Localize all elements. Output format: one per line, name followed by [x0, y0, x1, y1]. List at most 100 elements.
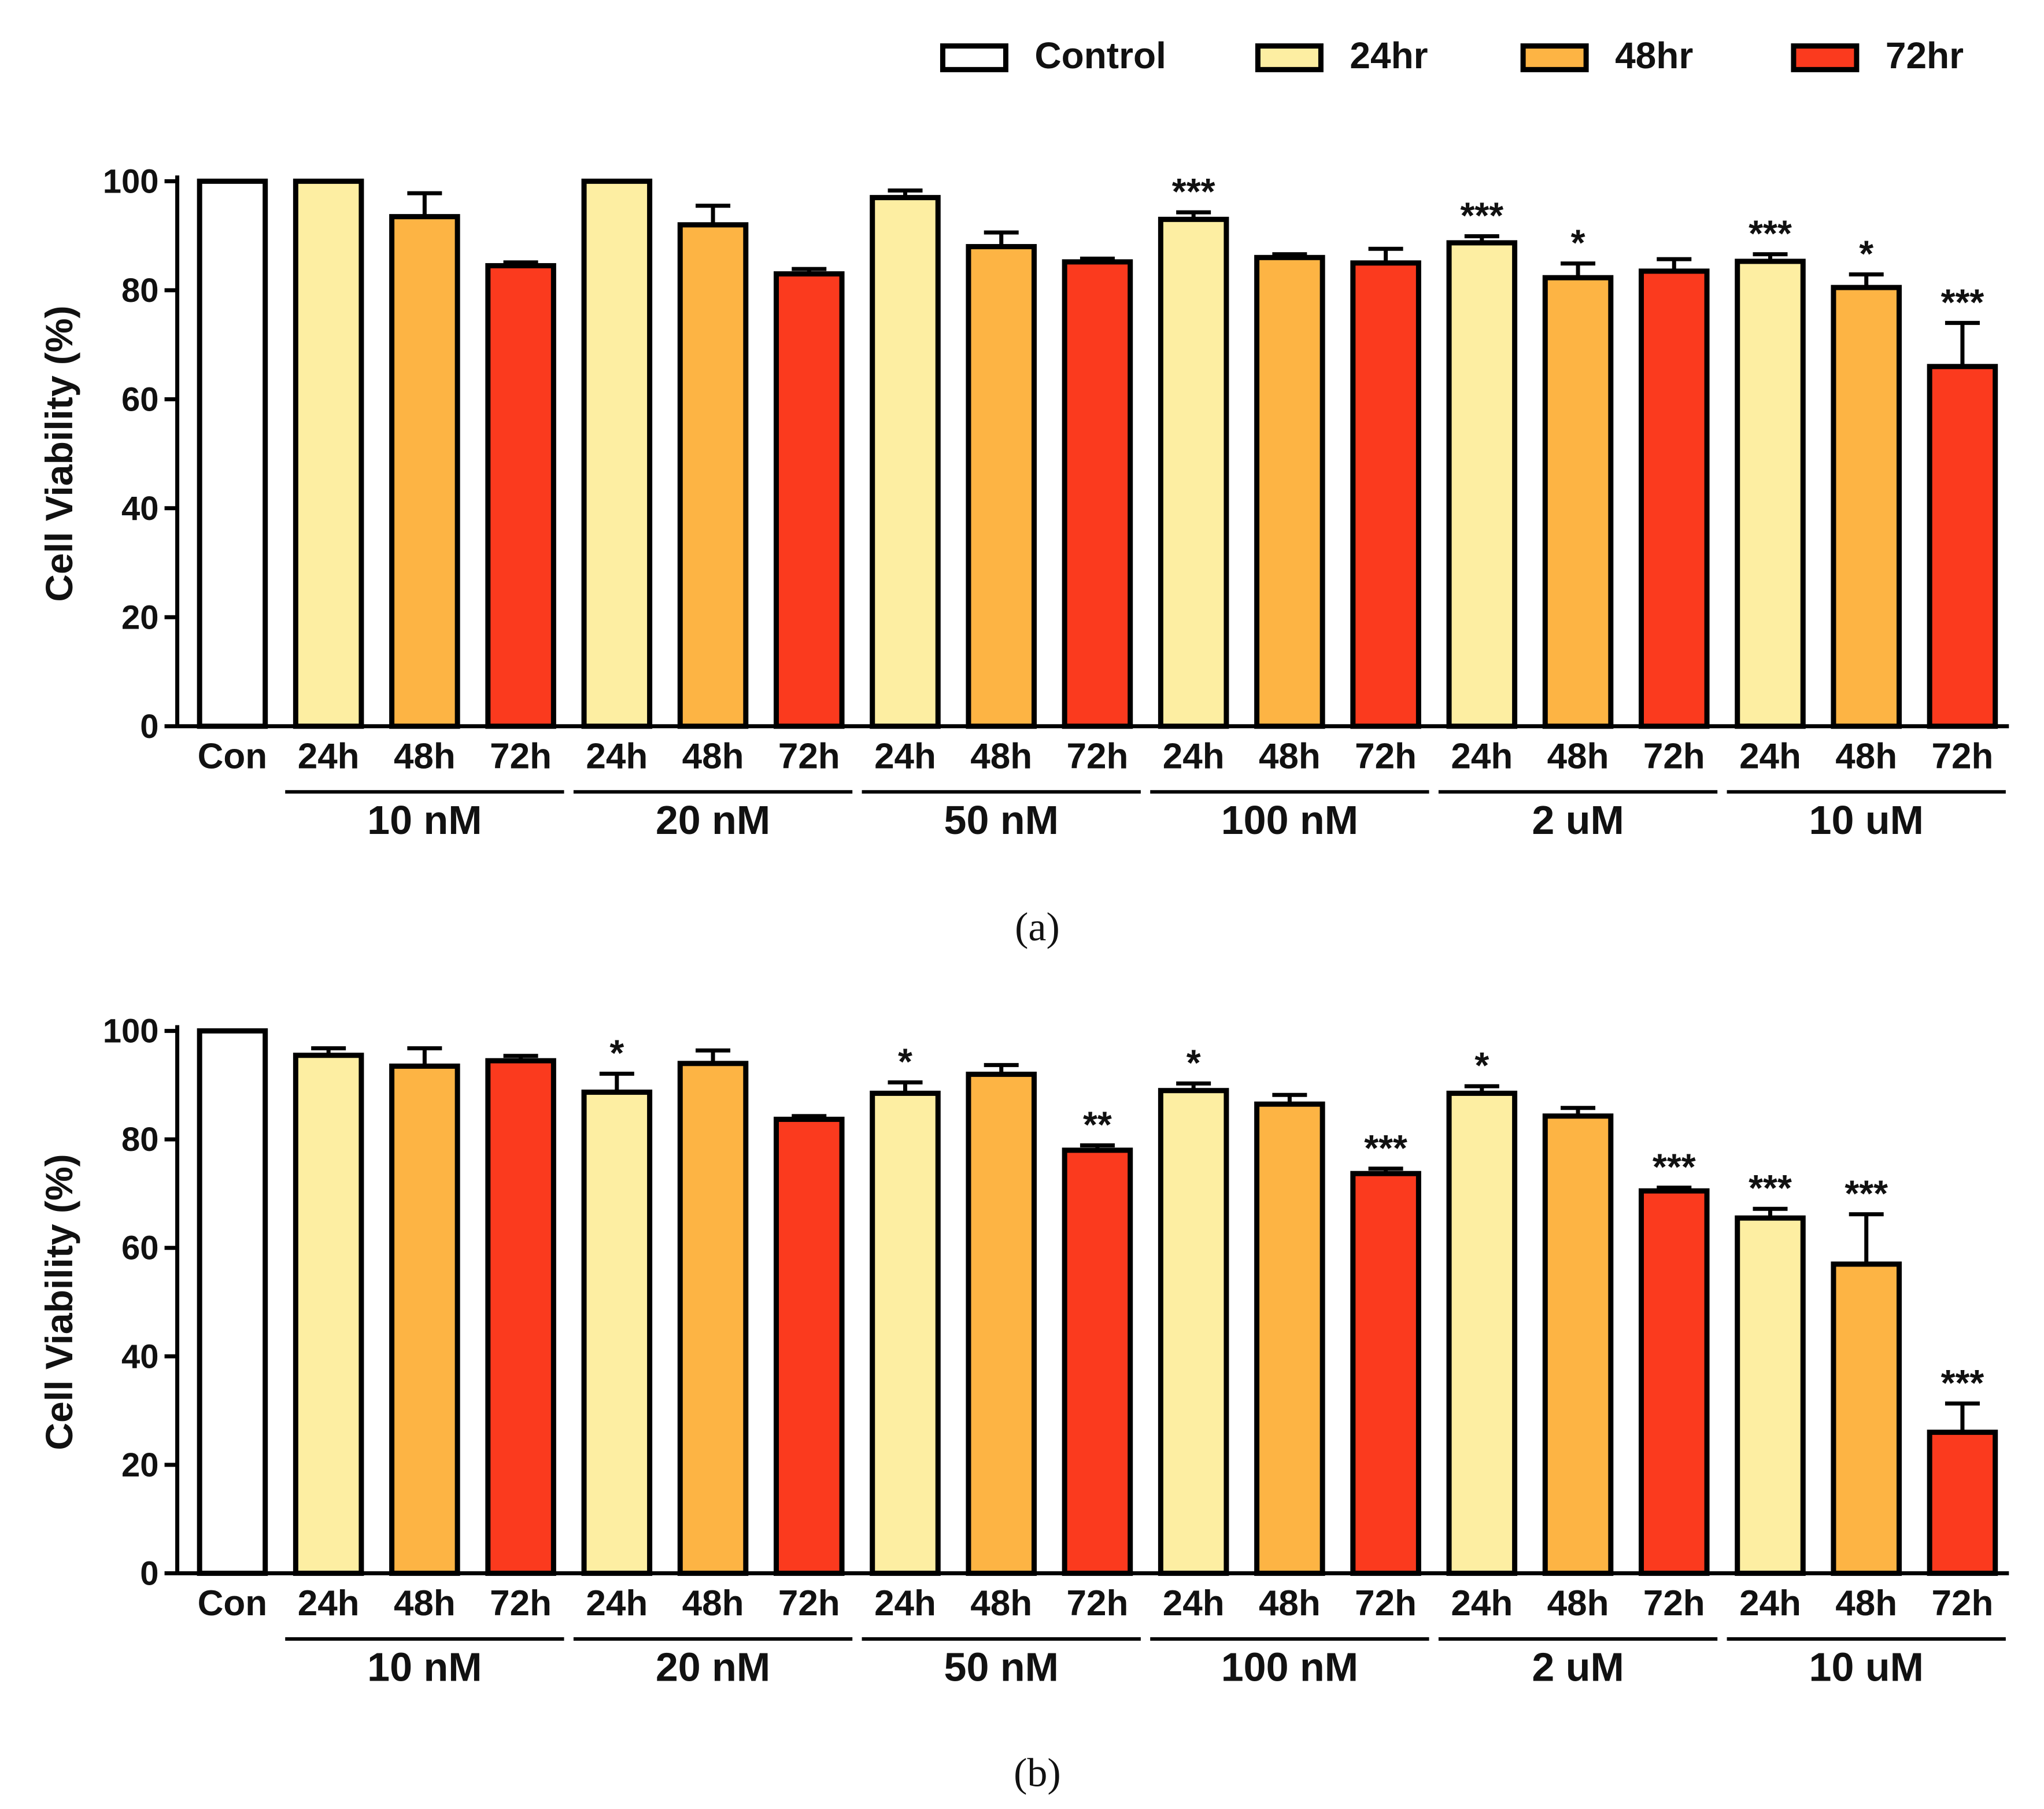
- y-tick-label-2: 40: [121, 490, 159, 527]
- y-tick-label-1: 20: [121, 1446, 159, 1484]
- group-label-2: 50 nM: [944, 1645, 1059, 1690]
- bar-18: [1927, 364, 1998, 729]
- y-tick-label-3: 60: [121, 1230, 159, 1267]
- x-tick-label-16: 24h: [1739, 1583, 1801, 1623]
- bar-2: [389, 1064, 460, 1576]
- group-label-1: 20 nM: [656, 1645, 770, 1690]
- x-tick-label-3: 72h: [490, 736, 552, 776]
- y-tick-label-0: 0: [140, 708, 158, 745]
- significance-13: *: [1474, 1044, 1489, 1086]
- bar-3: [485, 1058, 556, 1576]
- bar-10: [1158, 1088, 1229, 1576]
- bar-14: [1542, 275, 1614, 729]
- group-label-1: 20 nM: [656, 798, 770, 843]
- bar-1: [293, 1053, 364, 1576]
- chart-panel-a: 0 20 40 60 80 100 Cell Viability (%) Con 24h 48h 7…: [38, 163, 2009, 950]
- x-tick-label-14: 48h: [1547, 736, 1609, 776]
- x-tick-label-4: 24h: [586, 736, 648, 776]
- x-tick-label-5: 48h: [682, 736, 744, 776]
- significance-14: *: [1571, 222, 1585, 264]
- chart-panel-b: 0 20 40 60 80 100 Cell Viability (%) Con 24h 48h 7…: [38, 1013, 2009, 1795]
- bar-18: [1927, 1430, 1998, 1576]
- legend: Control 24hr 48hr 72hr: [940, 35, 1964, 76]
- x-tick-label-10: 24h: [1163, 736, 1225, 776]
- bar-0: [197, 178, 268, 729]
- group-label-4: 2 uM: [1532, 798, 1624, 843]
- significance-18: ***: [1941, 281, 1984, 323]
- bar-12: [1350, 260, 1421, 729]
- legend-swatch-2: [1520, 43, 1589, 72]
- legend-label-0: Control: [1034, 35, 1166, 76]
- bar-7: [870, 1090, 941, 1576]
- x-tick-label-7: 24h: [874, 1583, 936, 1623]
- legend-label-2: 48hr: [1615, 35, 1693, 76]
- significance-10: ***: [1172, 171, 1215, 212]
- x-tick-label-1: 24h: [298, 736, 360, 776]
- x-tick-label-9: 72h: [1067, 736, 1129, 776]
- group-label-4: 2 uM: [1532, 1645, 1624, 1690]
- x-tick-label-15: 72h: [1643, 1583, 1705, 1623]
- y-tick-label-2: 40: [121, 1338, 159, 1375]
- x-tick-label-8: 48h: [970, 1583, 1032, 1623]
- panel-label: (b): [1014, 1751, 1061, 1795]
- bar-16: [1735, 1215, 1806, 1576]
- significance-7: *: [898, 1041, 912, 1083]
- x-tick-label-2: 48h: [394, 736, 456, 776]
- x-tick-label-14: 48h: [1547, 1583, 1609, 1623]
- bar-2: [389, 214, 460, 729]
- x-tick-label-12: 72h: [1355, 736, 1417, 776]
- group-label-3: 100 nM: [1221, 1645, 1358, 1690]
- x-tick-label-1: 24h: [298, 1583, 360, 1623]
- x-tick-label-15: 72h: [1643, 736, 1705, 776]
- x-tick-label-5: 48h: [682, 1583, 744, 1623]
- x-tick-label-12: 72h: [1355, 1583, 1417, 1623]
- x-tick-label-6: 72h: [778, 1583, 840, 1623]
- significance-10: *: [1187, 1042, 1201, 1084]
- x-tick-label-16: 24h: [1739, 736, 1801, 776]
- group-label-0: 10 nM: [367, 1645, 482, 1690]
- bar-12: [1350, 1171, 1421, 1576]
- x-tick-label-17: 48h: [1835, 1583, 1897, 1623]
- bar-17: [1831, 285, 1902, 729]
- x-tick-label-4: 24h: [586, 1583, 648, 1623]
- y-axis-title: Cell Viability (%): [38, 1154, 80, 1450]
- significance-16: ***: [1749, 213, 1792, 254]
- bar-8: [966, 243, 1037, 729]
- bar-5: [677, 222, 749, 729]
- bar-9: [1062, 259, 1133, 729]
- group-label-5: 10 uM: [1809, 1645, 1924, 1690]
- bar-4: [581, 178, 653, 729]
- significance-4: *: [609, 1032, 624, 1074]
- legend-swatch-3: [1791, 43, 1860, 72]
- bar-6: [773, 271, 845, 729]
- x-tick-label-11: 48h: [1259, 736, 1321, 776]
- bar-4: [581, 1090, 653, 1576]
- y-tick-label-5: 100: [103, 163, 159, 200]
- bar-10: [1158, 216, 1229, 729]
- significance-12: ***: [1364, 1127, 1407, 1169]
- bar-1: [293, 178, 364, 729]
- bar-9: [1062, 1147, 1133, 1576]
- group-label-5: 10 uM: [1809, 798, 1924, 843]
- group-label-2: 50 nM: [944, 798, 1059, 843]
- bar-16: [1735, 259, 1806, 729]
- bar-13: [1446, 1090, 1518, 1576]
- bar-5: [677, 1061, 749, 1576]
- x-tick-label-18: 72h: [1932, 1583, 1994, 1623]
- x-tick-label-13: 24h: [1451, 736, 1513, 776]
- bar-11: [1254, 254, 1325, 729]
- bar-15: [1639, 268, 1710, 729]
- x-tick-label-10: 24h: [1163, 1583, 1225, 1623]
- legend-label-1: 24hr: [1350, 35, 1428, 76]
- significance-17: *: [1859, 233, 1873, 275]
- x-tick-label-8: 48h: [970, 736, 1032, 776]
- y-axis-title: Cell Viability (%): [38, 305, 80, 601]
- y-tick-label-4: 80: [121, 1121, 159, 1158]
- x-tick-label-7: 24h: [874, 736, 936, 776]
- panel-label: (a): [1015, 905, 1060, 950]
- significance-13: ***: [1460, 195, 1503, 237]
- y-tick-label-0: 0: [140, 1555, 158, 1592]
- significance-18: ***: [1941, 1362, 1984, 1404]
- legend-label-3: 72hr: [1886, 35, 1964, 76]
- x-tick-label-0: Con: [198, 736, 268, 776]
